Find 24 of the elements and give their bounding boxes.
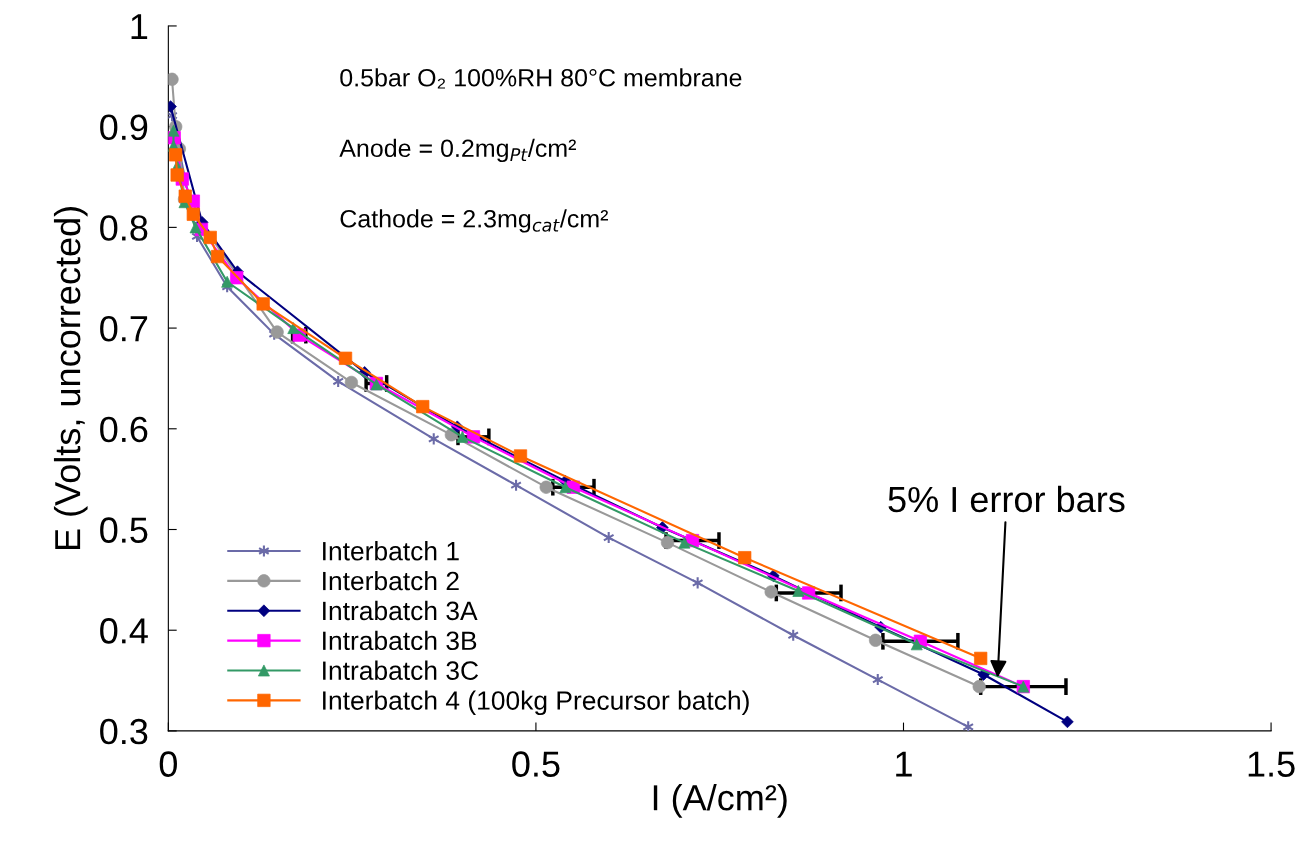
y-tick-label: 0.3: [100, 718, 148, 745]
x-tick-label: 0.5: [512, 751, 560, 777]
legend-label: Interbatch 4 (100kg Precursor batch): [323, 690, 749, 716]
annotation: 0.5bar O₂ 100%RH 80°C membrane: [340, 68, 742, 89]
legend-label: Intrabatch 3A: [323, 600, 478, 621]
y-axis-title: E (Volts, uncorrected): [53, 207, 88, 550]
y-tick-label: 0.6: [100, 416, 148, 443]
legend-label: Intrabatch 3C: [323, 660, 479, 680]
y-tick-label: 1: [131, 14, 148, 40]
x-tick-label: 1: [896, 751, 912, 777]
legend-label: Intrabatch 3B: [323, 630, 477, 651]
annotation: Anode = 0.2mg$_{Pt}$/cm²: [339, 138, 576, 163]
x-tick-label: 1.5: [1248, 751, 1295, 777]
y-tick-label: 0.5: [100, 517, 148, 543]
y-tick-label: 0.8: [100, 215, 148, 241]
annotation: 5% I error bars: [888, 485, 1125, 513]
legend-label: Interbatch 2: [323, 570, 459, 591]
legend-label: Interbatch 1: [323, 541, 459, 561]
annotation: Cathode = 2.3mg$_{cat}$/cm²: [340, 209, 609, 233]
x-tick-label: 0: [159, 751, 177, 777]
y-tick-label: 0.7: [100, 315, 148, 342]
x-axis-title: I (A/cm²): [653, 784, 787, 818]
y-tick-label: 0.9: [100, 114, 148, 141]
y-tick-label: 0.4: [100, 618, 148, 644]
